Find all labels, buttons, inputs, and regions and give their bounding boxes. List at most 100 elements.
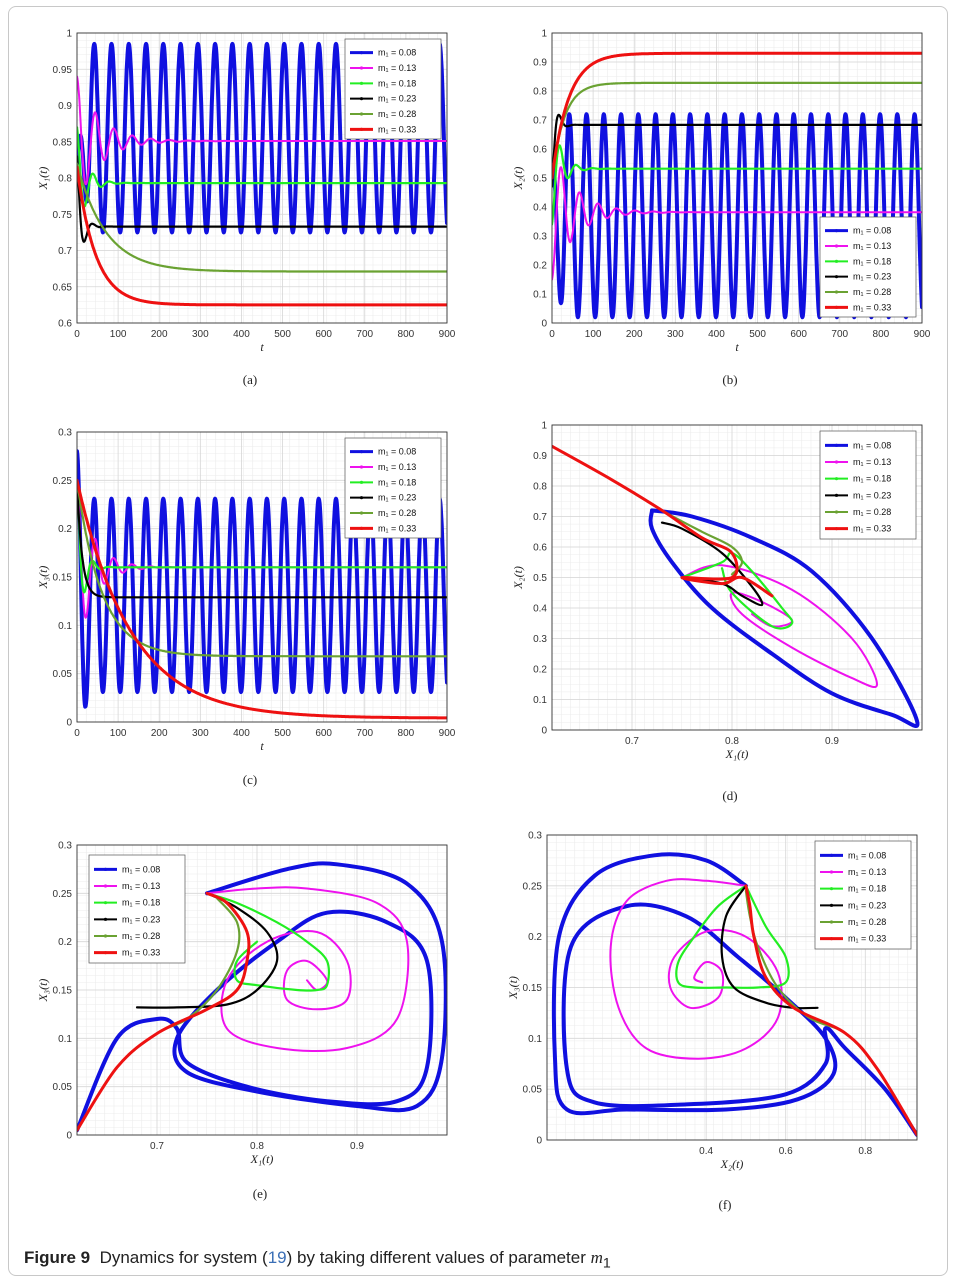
legend-box [819,430,917,540]
series-line-3 [675,884,790,989]
legend-marker-4 [359,97,364,101]
y-tick-label: 0.7 [533,116,547,127]
series-line-6 [77,165,447,307]
x-tick-label: 300 [667,329,684,340]
legend-label-3: m₁ = 0.18 [853,474,891,484]
legend-marker-1 [359,450,364,454]
y-tick-label: 0.3 [533,232,547,243]
x-tick-label: 600 [315,329,332,340]
panel-label-c: (c) [242,772,258,787]
x-tick-label: 900 [439,728,456,739]
y-tick-label: 0.65 [53,282,73,293]
series-line-1 [648,508,920,728]
x-tick-label: 0.6 [779,1146,793,1157]
y-tick-label: 0.85 [53,137,73,148]
x-tick-label: 100 [110,329,127,340]
y-tick-label: 1 [541,29,547,40]
y-tick-label: 0.8 [533,482,547,493]
y-tick-label: 0.9 [533,451,547,462]
y-tick-label: 0.7 [58,246,72,257]
x-tick-label: 200 [151,329,168,340]
y-tick-label: 0.1 [58,1034,72,1045]
legend-marker-6 [834,527,839,531]
legend-marker-1 [834,443,839,447]
y-tick-label: 0.7 [533,512,547,523]
legend-marker-6 [359,127,364,131]
legend-marker-3 [829,887,834,891]
x-axis-label: X₂(t) [720,1157,744,1171]
y-tick-label: 0.3 [58,428,72,439]
panel-label-e: (e) [252,1186,268,1201]
y-tick-label: 0.05 [53,669,73,680]
y-tick-label: 0.2 [528,932,542,943]
y-axis-label: X₃(t) [36,566,50,590]
legend-label-4: m₁ = 0.23 [378,493,416,503]
caption-text-before: Dynamics for system ( [99,1248,268,1267]
legend: m₁ = 0.08 m₁ = 0.13 m₁ = 0.18 m₁ = 0.23 m₁ =… [814,840,912,950]
legend: m₁ = 0.08 m₁ = 0.13 m₁ = 0.18 m₁ = 0.23 m₁ =… [88,854,186,964]
y-tick-label: 0.8 [58,174,72,185]
series-line-1 [77,861,447,1133]
legend: m₁ = 0.08 m₁ = 0.13 m₁ = 0.18 m₁ = 0.23 m₁ =… [344,38,442,140]
x-axis-label: t [260,739,264,753]
series-line-1 [552,112,922,320]
legend-marker-6 [103,951,108,955]
legend-marker-5 [829,920,834,924]
legend-label-5: m₁ = 0.28 [378,109,416,119]
legend-marker-1 [359,51,364,55]
x-tick-label: 400 [708,329,725,340]
x-tick-label: 600 [790,329,807,340]
y-tick-label: 0.95 [53,65,73,76]
x-tick-label: 0.7 [150,1141,164,1152]
legend-label-5: m₁ = 0.28 [853,287,891,297]
series-line-6 [77,891,251,1132]
series-line-6 [744,884,917,1137]
series-line-3 [552,144,922,226]
series-line-2 [609,878,783,1060]
legend-box [819,216,917,318]
legend-marker-2 [359,465,364,469]
legend-label-3: m₁ = 0.18 [378,78,416,88]
caption-equation-link[interactable]: 19 [267,1248,287,1267]
series-group [551,852,917,1137]
legend-label-2: m₁ = 0.13 [378,462,416,472]
y-tick-label: 0.6 [58,319,72,330]
x-tick-label: 800 [398,329,415,340]
y-tick-label: 0.05 [523,1085,543,1096]
legend-marker-5 [834,510,839,514]
plot-area [76,431,448,723]
y-tick-label: 1 [66,29,72,40]
x-tick-label: 200 [151,728,168,739]
y-tick-label: 0.1 [528,1034,542,1045]
x-tick-label: 0.4 [699,1146,713,1157]
series-line-4 [77,479,447,599]
y-tick-label: 0.2 [533,665,547,676]
legend-marker-6 [829,937,834,941]
y-tick-label: 0.75 [53,210,73,221]
y-tick-label: 0.05 [53,1082,73,1093]
x-tick-label: 800 [873,329,890,340]
x-axis-label: X₁(t) [725,747,749,761]
legend-label-1: m₁ = 0.08 [853,440,891,450]
legend-box [88,854,186,964]
legend-marker-2 [103,884,108,888]
x-tick-label: 400 [233,728,250,739]
x-tick-label: 500 [749,329,766,340]
series-line-1 [551,852,917,1137]
x-tick-label: 300 [192,329,209,340]
y-tick-label: 0.1 [533,695,547,706]
legend-label-2: m₁ = 0.13 [848,867,886,877]
plot-area [546,834,918,1141]
legend-marker-4 [829,903,834,907]
y-tick-label: 0.5 [533,174,547,185]
legend-marker-3 [359,81,364,85]
y-tick-label: 0 [541,319,547,330]
series-line-4 [77,155,447,243]
legend-label-5: m₁ = 0.28 [378,508,416,518]
y-axis-label: X₃(t) [506,976,520,1000]
series-line-5 [552,445,744,576]
legend-label-6: m₁ = 0.33 [378,523,416,533]
caption-param-sub: 1 [602,1255,611,1272]
y-tick-label: 0.15 [53,573,73,584]
legend-marker-4 [359,496,364,500]
